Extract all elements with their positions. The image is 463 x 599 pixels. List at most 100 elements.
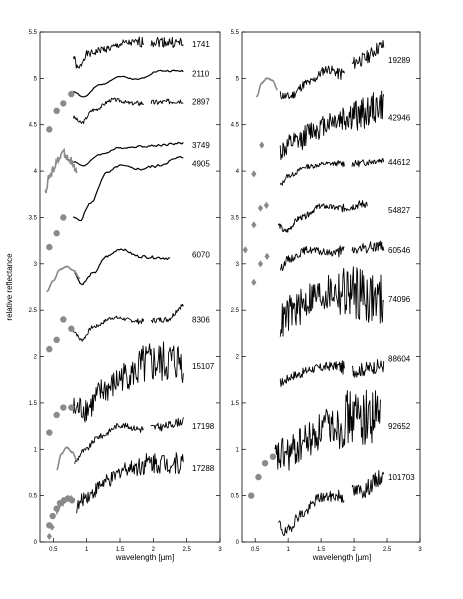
left-y-tick-label: 5 (34, 76, 38, 82)
right-x-tick-label: 1.5 (317, 547, 326, 553)
spectrum-label: 2897 (192, 98, 210, 107)
spectrum-label: 6070 (192, 251, 210, 260)
spectrum-label: 2110 (192, 70, 210, 79)
spectrum-label: 17288 (192, 464, 215, 473)
left-plot-frame (39, 31, 221, 543)
right-y-tick-label: 3 (236, 262, 240, 268)
spectrum-4905-nir-line (72, 155, 184, 222)
left-series-group: 1741 2110 2897 3749 4905 6070 8306 15107 17198 17… (44, 36, 215, 541)
right-y-tick-label: 0.5 (231, 494, 240, 500)
left-x-tick-label: 0.5 (49, 547, 58, 553)
spectrum-17198-nir-line (74, 417, 184, 464)
spectrum-15107: 15107 (46, 341, 215, 436)
left-y-axis-label: relative reflectance (5, 253, 14, 321)
spectrum-54827-nir-line (277, 200, 368, 233)
spectrum-17288: 17288 (46, 452, 215, 541)
left-y-tick-label: 0 (34, 540, 38, 546)
spectrum-1741-nir-line (72, 36, 184, 69)
spectrum-4905-photometry-point (53, 230, 60, 237)
left-x-tick-label: 3 (218, 547, 222, 553)
right-y-tick-label: 4 (236, 169, 240, 175)
left-x-tick-label: 2.5 (182, 547, 191, 553)
left-x-tick-label: 1.5 (116, 547, 125, 553)
spectrum-42946-photometry-point (259, 141, 265, 149)
spectrum-8306-photometry-point (46, 345, 53, 353)
spectrum-1741: 1741 (72, 36, 210, 69)
left-panel: 0.5 1 1.5 2 2.5 3 0 0.5 1 1.5 2 2.5 3 3.5 4 4.5 5 5.5 174… (5, 30, 222, 562)
spectrum-label: 60546 (388, 246, 411, 255)
spectrum-17288-nir-line (76, 452, 184, 514)
spectrum-label: 54827 (388, 206, 411, 215)
right-x-tick-label: 2.5 (383, 547, 392, 553)
spectrum-4905: 4905 (44, 147, 210, 251)
right-y-tick-label: 0 (236, 540, 240, 546)
spectrum-label: 19289 (388, 56, 411, 65)
spectrum-17288-photometry-point (49, 512, 56, 520)
right-x-tick-label: 3 (418, 547, 422, 553)
left-y-tick-label: 3 (34, 262, 38, 268)
spectrum-label: 88604 (388, 354, 411, 363)
left-y-tick-label: 3.5 (29, 215, 38, 221)
spectrum-92652-nir-line (274, 389, 381, 471)
right-y-tick-label: 3.5 (231, 215, 240, 221)
left-x-tick-label: 2 (152, 547, 156, 553)
spectrum-6070-nir-line (74, 248, 171, 286)
spectrum-6070: 6070 (46, 248, 210, 293)
spectrum-label: 44612 (388, 158, 411, 167)
spectrum-8306: 8306 (46, 303, 210, 353)
spectrum-44612-nir-line (279, 157, 385, 186)
spectrum-2110-photometry-point (53, 107, 60, 115)
right-y-tick-label: 4.5 (231, 123, 240, 129)
spectrum-label: 1741 (192, 40, 210, 49)
left-y-tick-label: 1.5 (29, 401, 38, 407)
right-panel: 0.5 1 1.5 2 2.5 3 0 0.5 1 1.5 2 2.5 3 3.5 4 4.5 5 5.5 192… (231, 30, 423, 562)
spectrum-54827-photometry-point (257, 204, 264, 212)
spectrum-92652-photometry-point (269, 453, 277, 460)
right-y-tick-label: 5.5 (231, 30, 240, 36)
left-x-tick-label: 1 (85, 547, 89, 553)
spectrum-15107-photometry-point (68, 404, 75, 411)
spectrum-88604: 88604 (279, 354, 411, 387)
spectrum-44612-photometry-point (251, 170, 257, 178)
spectrum-label: 3749 (192, 141, 210, 150)
spectrum-2110-photometry-point (68, 90, 75, 98)
spectrum-92652: 92652 (248, 389, 411, 499)
spectrum-label: 15107 (192, 362, 215, 371)
left-y-tick-label: 2 (34, 355, 38, 361)
spectrum-2110-photometry-point (60, 100, 67, 107)
spectrum-8306-photometry-point (60, 316, 67, 323)
spectrum-42946: 42946 (259, 90, 411, 161)
spectrum-19289: 19289 (255, 39, 411, 100)
spectrum-label: 92652 (388, 422, 411, 431)
spectrum-19289-visible-line (255, 77, 279, 98)
spectrum-6070-visible-line (46, 265, 81, 293)
spectrum-3749: 3749 (73, 141, 210, 167)
spectrum-label: 101703 (388, 473, 415, 482)
spectrum-17288-photometry-point (68, 497, 76, 504)
spectrum-101703: 101703 (277, 470, 415, 537)
left-y-tick-label: 0.5 (29, 494, 38, 500)
spectrum-label: 74096 (388, 295, 411, 304)
left-y-tick-label: 2.5 (29, 308, 38, 314)
spectrum-2110: 2110 (46, 69, 210, 133)
spectrum-60546: 60546 (242, 240, 411, 286)
spectrum-2110-photometry-point (46, 126, 53, 133)
spectrum-4905-visible-line (44, 147, 78, 194)
spectrum-44612: 44612 (251, 157, 411, 186)
spectrum-60546-photometry-point (264, 252, 270, 260)
spectrum-60546-photometry-point (251, 278, 257, 286)
left-y-tick-label: 1 (34, 447, 38, 453)
spectrum-8306-nir-line (72, 303, 184, 342)
spectrum-17198: 17198 (56, 417, 215, 471)
right-x-tick-label: 0.5 (251, 547, 260, 553)
right-series-group: 19289 42946 44612 54827 60546 74096 88604 92652… (242, 39, 415, 537)
spectrum-42946-nir-line (279, 90, 385, 161)
spectrum-17198-visible-line (56, 446, 79, 471)
left-y-tick-label: 4.5 (29, 123, 38, 129)
right-y-tick-label: 5 (236, 76, 240, 82)
spectrum-54827-photometry-point (251, 221, 257, 229)
spectrum-92652-photometry-point (261, 459, 269, 467)
right-axis-ticks: 0.5 1 1.5 2 2.5 3 0 0.5 1 1.5 2 2.5 3 3.5 4 4.5 5 5.5 (231, 30, 423, 553)
right-plot-frame (241, 31, 421, 543)
